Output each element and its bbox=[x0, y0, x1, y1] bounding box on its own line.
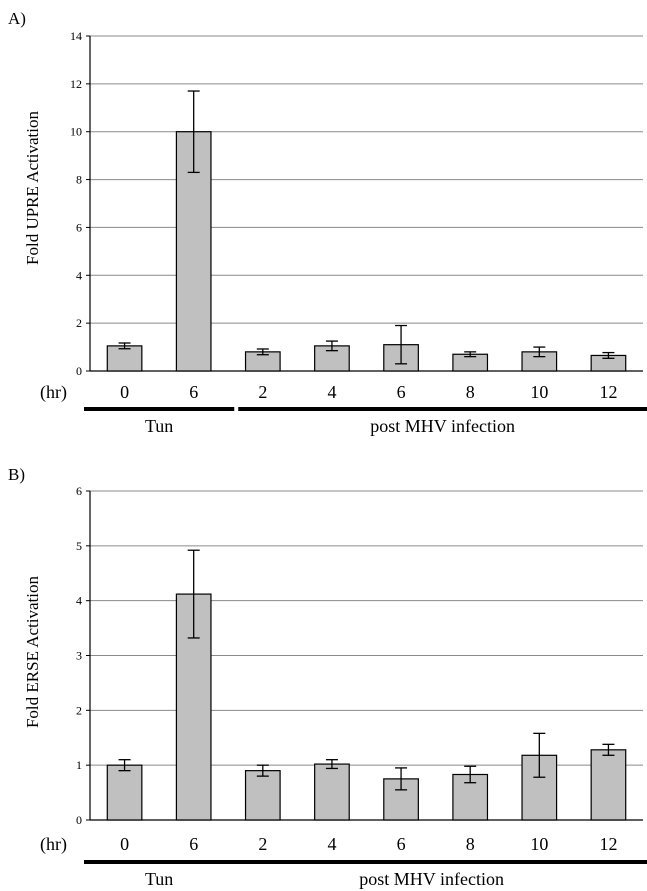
panel-b-ytick-label: 0 bbox=[76, 813, 82, 827]
panel-b-xtick-label: 6 bbox=[397, 834, 406, 854]
panel-b-error-bar bbox=[325, 759, 338, 770]
panel-a-label: A) bbox=[8, 9, 26, 28]
panel-a-ytick-label: 2 bbox=[76, 316, 82, 330]
panel-b-xtick-label: 4 bbox=[327, 834, 336, 854]
panel-a-ylabel: Fold UPRE Activation bbox=[23, 111, 42, 265]
panel-b-bar bbox=[106, 764, 143, 821]
panel-b-ytick-label: 6 bbox=[76, 484, 82, 498]
panel-b-error-bar bbox=[464, 765, 477, 784]
panel-b-ytick-label: 2 bbox=[76, 703, 82, 717]
panel-b-error-bar bbox=[187, 549, 200, 639]
panel-a-xtick-label: 12 bbox=[599, 382, 617, 402]
panel-b-x-unit-label: (hr) bbox=[40, 834, 67, 855]
panel-b-error-bar bbox=[533, 732, 546, 778]
panel-a-error-bar bbox=[118, 342, 131, 350]
panel-a-error-bar bbox=[602, 351, 615, 359]
panel-a-error-bar bbox=[464, 351, 477, 358]
panel-b-bar bbox=[244, 770, 281, 821]
panel-b-bar bbox=[314, 763, 350, 821]
panel-a-error-bar bbox=[325, 340, 338, 352]
panel-a-plot: 0 2 4 6 8 10 12 14 0 6 2 4 6 8 10 12 Tun post MHV infecti… bbox=[70, 29, 647, 436]
panel-a-bar bbox=[106, 345, 143, 372]
panel-b-ytick-label: 4 bbox=[76, 594, 82, 608]
panel-b-bar bbox=[452, 773, 489, 821]
panel-b-xtick-label: 10 bbox=[530, 834, 548, 854]
panel-a-ytick-label: 0 bbox=[76, 364, 82, 378]
panel-a-ytick-label: 8 bbox=[76, 173, 82, 187]
panel-a-x-unit-label: (hr) bbox=[40, 382, 67, 403]
panel-a-xtick-label: 0 bbox=[120, 382, 129, 402]
panel-a-ytick-label: 10 bbox=[70, 125, 82, 139]
panel-b-bar bbox=[590, 749, 627, 821]
panel-b-xtick-label: 8 bbox=[466, 834, 475, 854]
panel-a-error-bar bbox=[256, 348, 269, 356]
panel-b-xtick-label: 0 bbox=[120, 834, 129, 854]
panel-b-error-bar bbox=[602, 743, 615, 756]
panel-b-label: B) bbox=[8, 465, 25, 484]
panel-a-ytick-label: 12 bbox=[70, 77, 82, 91]
panel-b-xtick-label: 6 bbox=[189, 834, 198, 854]
panel-b-group-label: Tun bbox=[145, 869, 173, 889]
panel-a-error-bar bbox=[395, 324, 408, 365]
panel-a-xtick-label: 10 bbox=[530, 382, 548, 402]
panel-a-group-label: Tun bbox=[145, 416, 173, 436]
panel-a-xtick-label: 2 bbox=[258, 382, 267, 402]
panel-b-ytick-label: 1 bbox=[76, 758, 82, 772]
panel-a-ytick-label: 6 bbox=[76, 220, 82, 234]
panel-a-xtick-label: 8 bbox=[466, 382, 475, 402]
panel-a-xtick-label: 4 bbox=[327, 382, 336, 402]
panel-a: A) Fold UPRE Activation (hr) 0 2 4 6 8 10 12 14… bbox=[8, 9, 647, 436]
panel-b-error-bar bbox=[118, 759, 131, 772]
panel-a-xtick-label: 6 bbox=[189, 382, 198, 402]
panel-b-error-bar bbox=[395, 767, 408, 791]
panel-b-ytick-label: 3 bbox=[76, 649, 82, 663]
panel-a-ytick-label: 4 bbox=[76, 268, 82, 282]
panel-a-group-label: post MHV infection bbox=[370, 416, 515, 436]
panel-b-ytick-label: 5 bbox=[76, 539, 82, 553]
panel-b-xtick-label: 2 bbox=[258, 834, 267, 854]
panel-b-group-label: post MHV infection bbox=[359, 869, 504, 889]
panel-b-ylabel: Fold ERSE Activation bbox=[23, 575, 42, 728]
panel-a-error-bar bbox=[533, 346, 546, 358]
panel-a-xtick-label: 6 bbox=[397, 382, 406, 402]
panel-b-xtick-label: 12 bbox=[599, 834, 617, 854]
panel-b-error-bar bbox=[256, 764, 269, 777]
panel-a-error-bar bbox=[187, 90, 200, 174]
panel-a-ytick-label: 14 bbox=[70, 29, 82, 43]
